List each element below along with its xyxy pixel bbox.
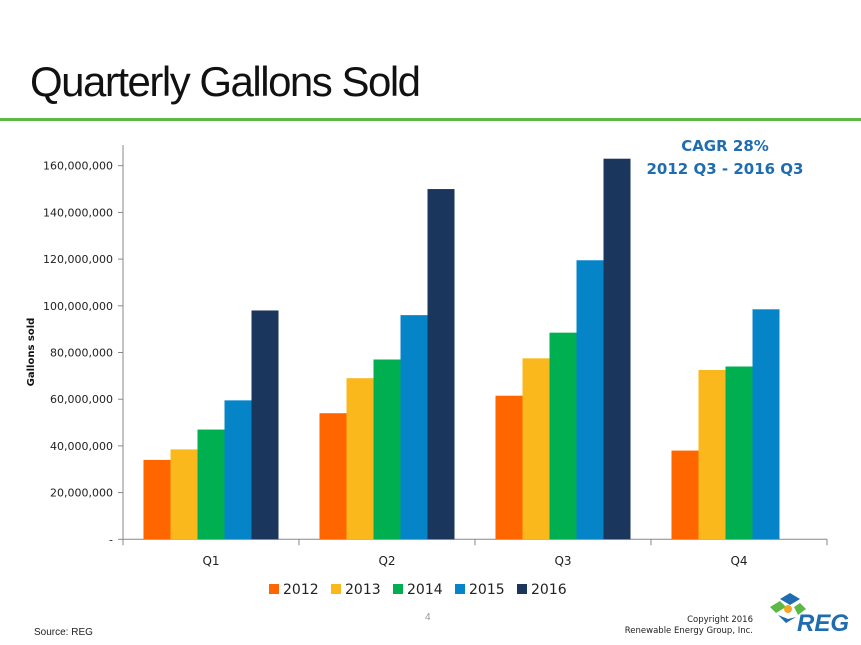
y-tick-label: - [109,533,113,546]
legend-label-2013: 2013 [345,582,381,598]
legend-swatch-2014 [393,584,403,594]
legend-swatch-2012 [269,584,279,594]
cagr-annotation: CAGR 28% 2012 Q3 - 2016 Q3 [640,135,810,181]
bar-2014-Q3 [549,332,577,540]
copyright: Copyright 2016 Renewable Energy Group, I… [625,615,753,637]
legend-swatch-2016 [517,584,527,594]
x-category-label: Q4 [730,554,747,568]
page-number: 4 [425,612,431,623]
y-tick-label: 140,000,000 [43,206,113,219]
bar-2015-Q4 [752,309,780,540]
bar-2016-Q3 [603,158,631,540]
title-divider [0,118,861,121]
y-tick-label: 20,000,000 [50,487,113,500]
y-tick-label: 160,000,000 [43,160,113,173]
x-category-label: Q2 [378,554,395,568]
reg-logo: REG [770,593,849,637]
legend-label-2016: 2016 [531,582,567,598]
svg-text:REG: REG [797,610,849,637]
legend-swatch-2013 [331,584,341,594]
x-category-label: Q1 [202,554,219,568]
legend-label-2012: 2012 [283,582,319,598]
bar-2014-Q2 [373,359,401,540]
copyright-company: Renewable Energy Group, Inc. [624,626,753,636]
bar-2014-Q1 [197,429,225,540]
bar-2013-Q3 [522,358,550,540]
copyright-year: Copyright 2016 [687,615,753,625]
cagr-period: 2012 Q3 - 2016 Q3 [646,160,804,178]
bar-2016-Q1 [251,310,279,540]
y-axis-label: Gallons sold [26,318,37,387]
bar-2015-Q3 [576,260,604,540]
y-tick-label: 100,000,000 [43,300,113,313]
bar-2013-Q4 [698,370,726,540]
y-tick-label: 60,000,000 [50,393,113,406]
legend-swatch-2015 [455,584,465,594]
bar-2012-Q3 [495,395,523,540]
bar-2014-Q4 [725,366,753,540]
y-tick-label: 120,000,000 [43,253,113,266]
y-tick-label: 40,000,000 [50,440,113,453]
slide-title: Quarterly Gallons Sold [30,58,421,105]
bar-2013-Q2 [346,378,374,540]
bar-2016-Q2 [427,189,455,540]
source-note: Source: REG [34,627,93,638]
bar-2015-Q1 [224,400,252,540]
bar-2012-Q2 [319,413,347,540]
y-tick-label: 80,000,000 [50,347,113,360]
legend-label-2015: 2015 [469,582,505,598]
cagr-value: CAGR 28% [681,137,769,155]
bar-2013-Q1 [170,449,198,540]
bar-2015-Q2 [400,315,428,540]
bar-2012-Q1 [143,459,171,540]
bar-2012-Q4 [671,450,699,540]
legend-label-2014: 2014 [407,582,443,598]
x-category-label: Q3 [554,554,571,568]
